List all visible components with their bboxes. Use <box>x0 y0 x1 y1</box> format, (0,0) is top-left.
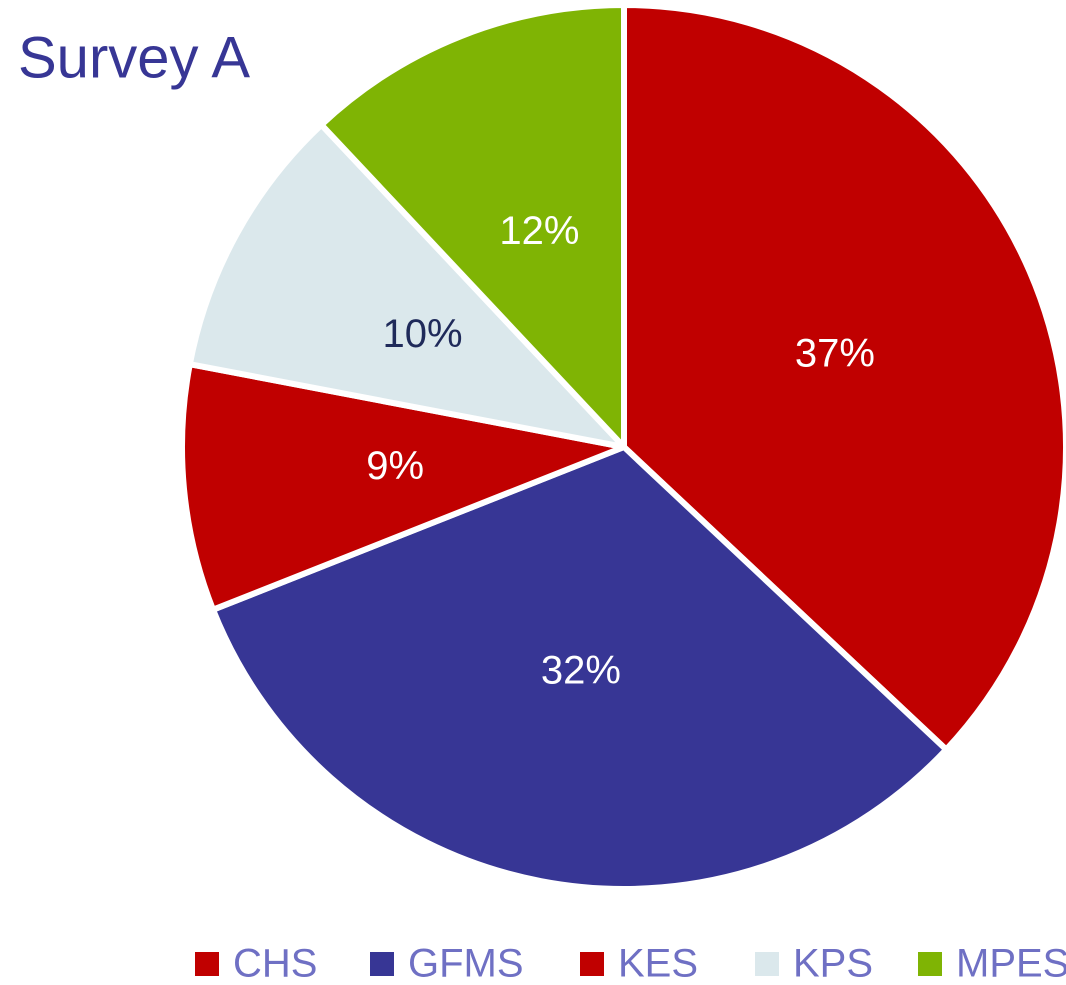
legend-label: KPS <box>793 942 873 985</box>
chart-title: Survey A <box>18 25 250 90</box>
pie-slice <box>186 121 627 450</box>
data-label: 12% <box>499 209 579 253</box>
pie-slice <box>318 2 627 450</box>
legend-swatch <box>195 952 219 976</box>
legend-label: CHS <box>233 942 317 985</box>
pie <box>179 2 1066 892</box>
legend-label: KES <box>618 942 698 985</box>
legend-swatch <box>918 952 942 976</box>
legend-swatch <box>580 952 604 976</box>
legend-label: MPES <box>956 942 1066 985</box>
pie-slice <box>210 444 950 892</box>
data-label: 37% <box>795 331 875 375</box>
data-label: 32% <box>541 648 621 692</box>
pie-slice <box>621 2 1066 753</box>
legend-swatch <box>755 952 779 976</box>
legend-label: GFMS <box>408 942 524 985</box>
data-label: 9% <box>366 444 424 488</box>
pie-slice <box>179 361 627 613</box>
legend-swatch <box>370 952 394 976</box>
data-label: 10% <box>383 312 463 356</box>
